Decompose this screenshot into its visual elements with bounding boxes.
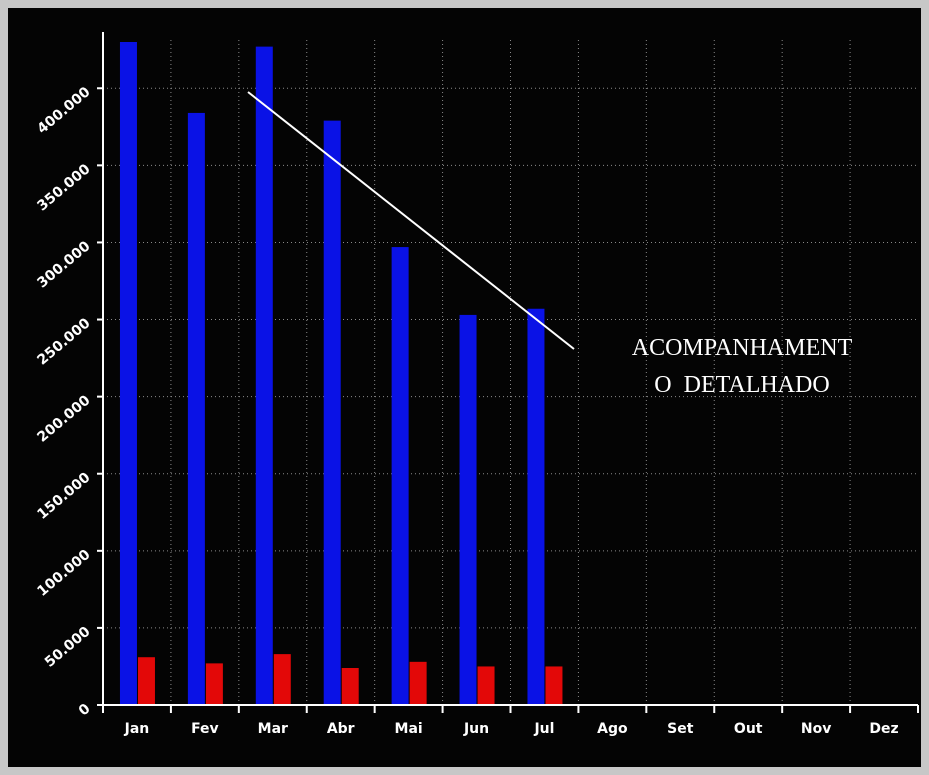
x-tick-label: Fev — [191, 721, 219, 737]
bar-red-Jun — [477, 666, 495, 705]
x-tick-label: Jul — [533, 721, 554, 737]
annotation-leader-line — [247, 91, 575, 350]
bar-blue-Mar — [255, 46, 273, 705]
bar-blue-Jan — [119, 42, 137, 705]
x-tick-label: Out — [734, 721, 763, 737]
y-tick-label: 150.000 — [34, 469, 93, 522]
bar-blue-Abr — [323, 120, 341, 705]
x-tick-label: Abr — [327, 721, 355, 737]
y-tick-label: 100.000 — [34, 546, 93, 599]
y-tick-label: 300.000 — [34, 238, 93, 291]
annotation-line-2: O DETALHADO — [654, 372, 829, 398]
bar-red-Jan — [137, 657, 155, 705]
y-tick-labels: 0 50.000 100.000 150.000 200.000 250.000 300.0… — [34, 84, 93, 719]
x-tick-label: Jan — [124, 721, 150, 737]
bar-red-Jul — [545, 666, 563, 705]
bar-red-Abr — [341, 667, 359, 705]
y-tick-label: 0 — [76, 701, 94, 720]
bar-red-Mar — [273, 654, 291, 705]
bar-red-Mai — [409, 661, 427, 705]
bar-blue-Jun — [459, 314, 477, 705]
bar-blue-Jul — [527, 308, 545, 705]
bars-group — [119, 42, 563, 705]
x-tick-label: Nov — [801, 721, 831, 737]
y-tick-label: 400.000 — [34, 84, 93, 137]
annotation-line-1: ACOMPANHAMENT — [632, 335, 853, 361]
axes-group — [97, 32, 919, 713]
x-tick-labels: Jan Fev Mar Abr Mai Jun Jul Ago Set Out Nov Dez — [124, 721, 899, 737]
x-tick-label: Dez — [869, 721, 898, 737]
bar-red-Fev — [205, 663, 223, 705]
bar-blue-Fev — [187, 112, 205, 705]
y-tick-label: 200.000 — [34, 392, 93, 445]
x-tick-label: Mai — [395, 721, 423, 737]
y-tick-label: 350.000 — [34, 161, 93, 214]
x-tick-label: Set — [667, 721, 694, 737]
grid-lines — [103, 40, 918, 705]
y-tick-label: 50.000 — [42, 624, 94, 671]
y-tick-label: 250.000 — [34, 315, 93, 368]
x-tick-label: Ago — [597, 721, 628, 737]
bar-blue-Mai — [391, 247, 409, 705]
x-tick-label: Jun — [463, 721, 489, 737]
x-tick-label: Mar — [258, 721, 288, 737]
